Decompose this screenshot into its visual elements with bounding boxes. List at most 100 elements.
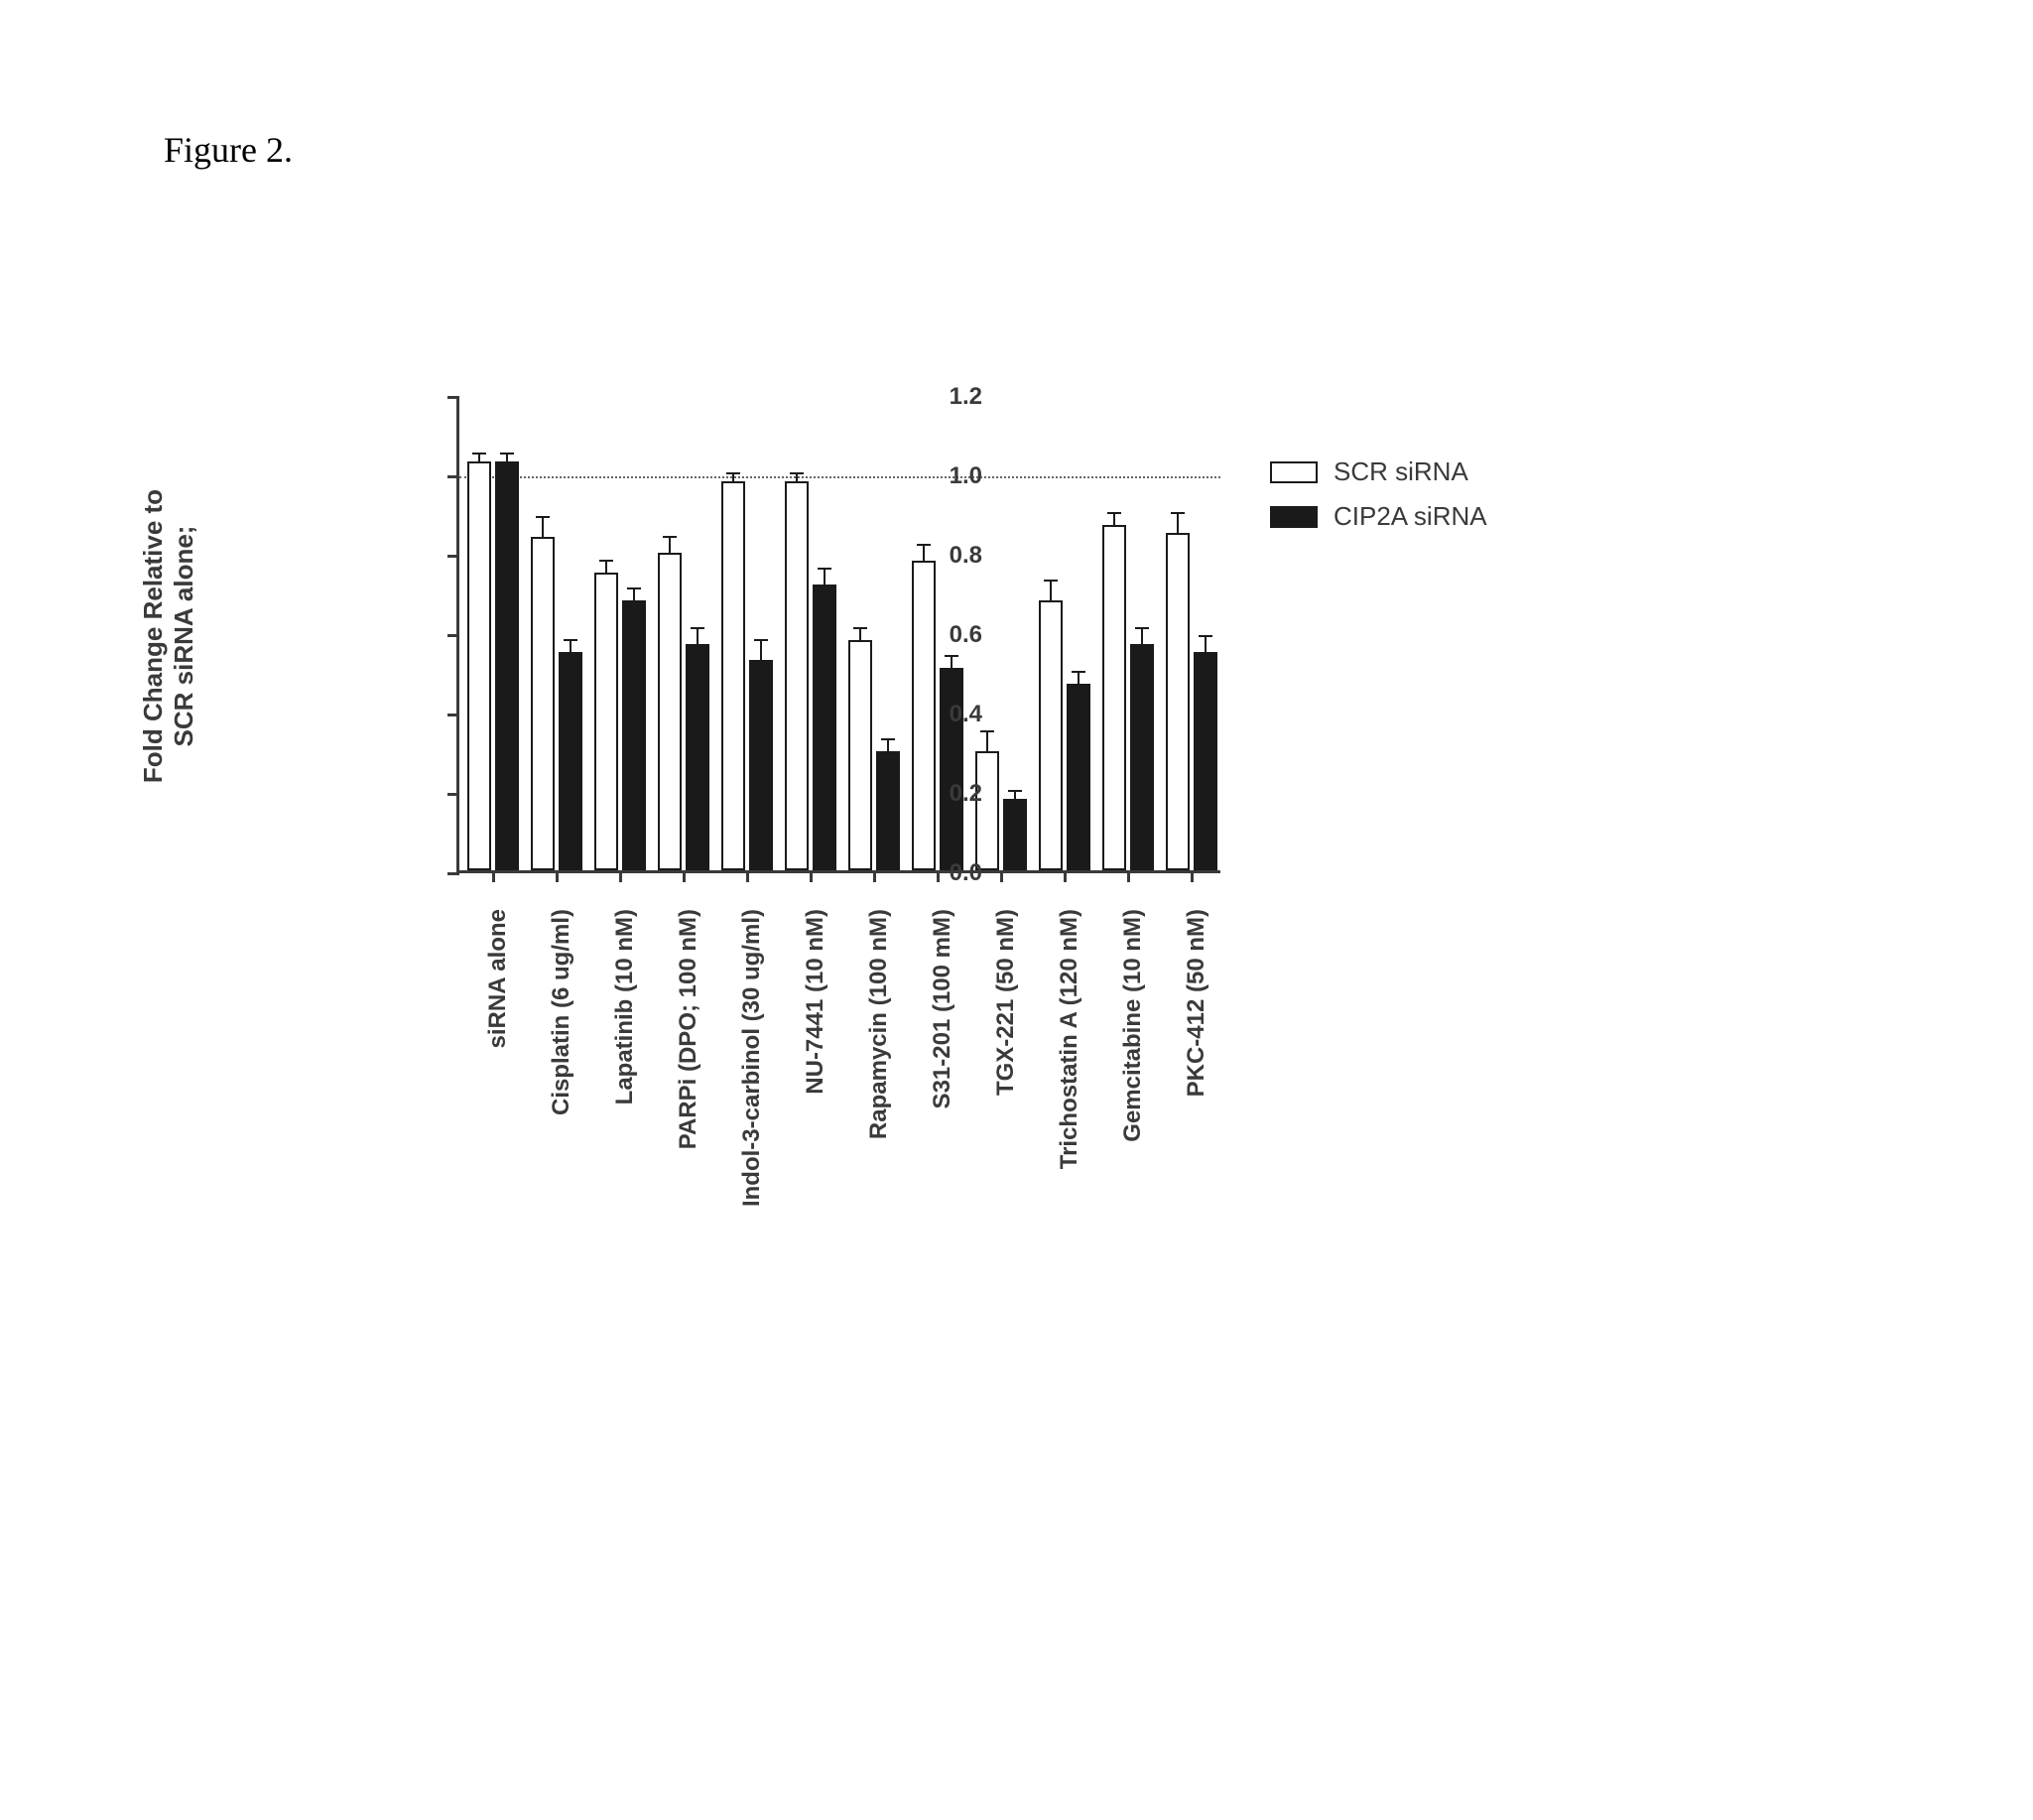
bar-chart: Fold Change Relative to SCR siRNA alone;… [278, 367, 1766, 1707]
bar-scr [467, 461, 491, 870]
y-tick-label: 0.6 [923, 621, 982, 649]
error-cap [818, 568, 831, 570]
error-bar [859, 628, 861, 640]
x-tick [1000, 870, 1003, 882]
error-cap [726, 472, 740, 474]
legend: SCR siRNA CIP2A siRNA [1270, 456, 1487, 546]
x-tick-label: TGX-221 (50 nM) [992, 909, 1020, 1306]
x-tick-label: PARPi (DPO; 100 nM) [675, 909, 702, 1306]
bar-cip2a [622, 600, 646, 870]
y-axis-title-line1: Fold Change Relative to [138, 489, 169, 783]
error-cap [564, 639, 577, 641]
bar-cip2a [749, 660, 773, 870]
error-bar [542, 517, 544, 537]
bar-cip2a [1130, 644, 1154, 870]
y-tick [447, 714, 459, 716]
x-tick [556, 870, 559, 882]
bar-cip2a [495, 461, 519, 870]
y-tick-label: 0.2 [923, 780, 982, 808]
y-tick [447, 555, 459, 558]
x-tick-label: Trichostatin A (120 nM) [1056, 909, 1083, 1306]
y-tick [447, 634, 459, 637]
error-bar [633, 588, 635, 600]
error-bar [697, 628, 699, 644]
error-cap [1044, 580, 1058, 582]
error-bar [1113, 513, 1115, 525]
error-bar [1078, 672, 1080, 684]
x-tick [1064, 870, 1067, 882]
error-bar [1177, 513, 1179, 533]
error-bar [605, 561, 607, 573]
y-tick-label: 1.2 [923, 383, 982, 411]
y-tick [447, 793, 459, 796]
bar-cip2a [940, 668, 963, 870]
bar-scr [975, 751, 999, 870]
error-cap [536, 516, 550, 518]
error-bar [732, 473, 734, 481]
error-cap [1199, 635, 1212, 637]
x-tick [683, 870, 686, 882]
error-bar [1141, 628, 1143, 644]
x-tick-label: siRNA alone [484, 909, 512, 1306]
x-tick-label: Indol-3-carbinol (30 ug/ml) [738, 909, 766, 1306]
bar-scr [785, 481, 809, 870]
x-tick-label: S31-201 (100 mM) [929, 909, 956, 1306]
legend-item-scr: SCR siRNA [1270, 456, 1487, 487]
x-tick [746, 870, 749, 882]
y-tick-label: 0.0 [923, 859, 982, 887]
bar-cip2a [876, 751, 900, 870]
plot-area [456, 397, 1220, 873]
x-tick-label: Cisplatin (6 ug/ml) [548, 909, 575, 1306]
bar-scr [721, 481, 745, 870]
error-bar [824, 569, 826, 585]
figure-caption: Figure 2. [164, 129, 293, 171]
error-cap [472, 453, 486, 455]
error-bar [887, 739, 889, 751]
y-axis-title-line2: SCR siRNA alone; [169, 489, 199, 783]
y-axis-title: Fold Change Relative to SCR siRNA alone; [138, 489, 199, 783]
x-tick-label: Lapatinib (10 nM) [611, 909, 639, 1306]
y-tick-label: 0.4 [923, 701, 982, 728]
error-cap [945, 655, 958, 657]
legend-label-scr: SCR siRNA [1334, 456, 1468, 487]
error-cap [1072, 671, 1085, 673]
error-bar [986, 731, 988, 751]
y-tick-label: 0.8 [923, 542, 982, 570]
reference-line [459, 476, 1220, 478]
x-tick-label: PKC-412 (50 nM) [1183, 909, 1210, 1306]
error-bar [506, 454, 508, 461]
legend-label-cip2a: CIP2A siRNA [1334, 501, 1487, 532]
bar-cip2a [813, 585, 836, 870]
error-cap [980, 730, 994, 732]
bar-cip2a [559, 652, 582, 870]
bar-scr [658, 553, 682, 870]
error-cap [500, 453, 514, 455]
bar-cip2a [1003, 799, 1027, 870]
bar-scr [1039, 600, 1063, 870]
error-cap [663, 536, 677, 538]
bar-cip2a [686, 644, 709, 870]
error-cap [1171, 512, 1185, 514]
y-tick [447, 475, 459, 478]
y-tick-label: 1.0 [923, 462, 982, 490]
error-cap [853, 627, 867, 629]
x-tick [1191, 870, 1194, 882]
x-tick [492, 870, 495, 882]
error-cap [627, 587, 641, 589]
error-cap [691, 627, 704, 629]
bar-scr [531, 537, 555, 870]
x-tick-label: Rapamycin (100 nM) [865, 909, 893, 1306]
bar-scr [1102, 525, 1126, 870]
x-tick-label: Gemcitabine (10 nM) [1119, 909, 1147, 1306]
legend-item-cip2a: CIP2A siRNA [1270, 501, 1487, 532]
error-cap [1135, 627, 1149, 629]
error-bar [570, 640, 572, 652]
x-tick [873, 870, 876, 882]
error-cap [881, 738, 895, 740]
bar-scr [1166, 533, 1190, 870]
x-tick [1127, 870, 1130, 882]
bar-scr [848, 640, 872, 870]
x-tick [619, 870, 622, 882]
x-tick-label: NU-7441 (10 nM) [802, 909, 829, 1306]
error-cap [754, 639, 768, 641]
